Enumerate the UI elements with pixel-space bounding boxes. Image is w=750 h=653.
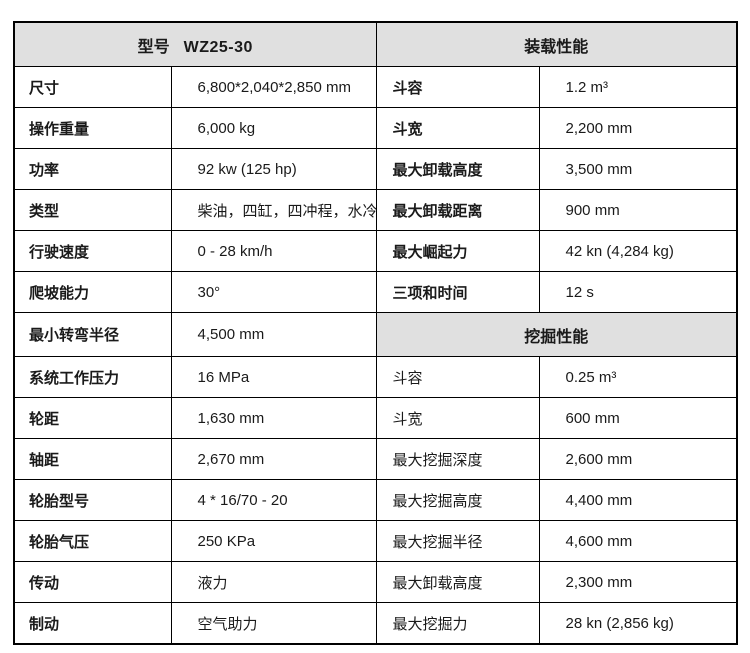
spec-row: 功率 92 kw (125 hp) 最大卸载高度 3,500 mm (13, 148, 738, 190)
spec-row: 轮胎气压 250 KPa 最大挖掘半径 4,600 mm (13, 520, 738, 562)
spec-label: 轴距 (13, 438, 172, 480)
spec-value: 16 MPa (170, 356, 377, 398)
spec-value: 2,670 mm (170, 438, 377, 480)
spec-label: 最大卸载高度 (375, 561, 540, 603)
spec-row: 最小转弯半径 4,500 mm 挖掘性能 (13, 312, 738, 357)
spec-value: 4,400 mm (538, 479, 738, 521)
model-header-cell: 型号 WZ25-30 (13, 21, 377, 67)
spec-row: 行驶速度 0 - 28 km/h 最大崛起力 42 kn (4,284 kg) (13, 230, 738, 272)
model-value: WZ25-30 (183, 38, 253, 56)
spec-label: 最大挖掘高度 (375, 479, 540, 521)
spec-value: 柴油，四缸，四冲程，水冷 (170, 189, 377, 231)
spec-table: 型号 WZ25-30 装载性能 尺寸 6,800*2,040*2,850 mm 斗… (13, 21, 739, 645)
spec-row: 尺寸 6,800*2,040*2,850 mm 斗容 1.2 m³ (13, 66, 738, 108)
spec-label: 系统工作压力 (13, 356, 172, 398)
spec-row: 制动 空气助力 最大挖掘力 28 kn (2,856 kg) (13, 602, 738, 645)
spec-row: 轮距 1,630 mm 斗宽 600 mm (13, 397, 738, 439)
spec-value: 6,800*2,040*2,850 mm (170, 66, 377, 108)
spec-label: 斗宽 (375, 397, 540, 439)
spec-label: 轮胎气压 (13, 520, 172, 562)
spec-row: 爬坡能力 30° 三项和时间 12 s (13, 271, 738, 313)
spec-value: 1,630 mm (170, 397, 377, 439)
spec-label: 最大卸载高度 (375, 148, 540, 190)
spec-value: 4,500 mm (170, 312, 377, 357)
spec-label: 轮胎型号 (13, 479, 172, 521)
spec-label: 行驶速度 (13, 230, 172, 272)
spec-value: 28 kn (2,856 kg) (538, 602, 738, 645)
spec-label: 最大挖掘深度 (375, 438, 540, 480)
spec-value: 2,600 mm (538, 438, 738, 480)
spec-value: 3,500 mm (538, 148, 738, 190)
spec-value: 42 kn (4,284 kg) (538, 230, 738, 272)
spec-label: 最大挖掘力 (375, 602, 540, 645)
spec-value: 2,200 mm (538, 107, 738, 149)
spec-label: 最大崛起力 (375, 230, 540, 272)
spec-label: 斗容 (375, 356, 540, 398)
spec-label: 最大卸载距离 (375, 189, 540, 231)
spec-value: 0.25 m³ (538, 356, 738, 398)
spec-value: 600 mm (538, 397, 738, 439)
spec-value: 1.2 m³ (538, 66, 738, 108)
table-header-row: 型号 WZ25-30 装载性能 (13, 21, 738, 67)
spec-value: 30° (170, 271, 377, 313)
spec-value: 12 s (538, 271, 738, 313)
model-label: 型号 (137, 38, 170, 56)
spec-label: 斗容 (375, 66, 540, 108)
spec-value: 4 * 16/70 - 20 (170, 479, 377, 521)
spec-value: 0 - 28 km/h (170, 230, 377, 272)
spec-value: 900 mm (538, 189, 738, 231)
spec-value: 250 KPa (170, 520, 377, 562)
spec-value: 4,600 mm (538, 520, 738, 562)
spec-label: 轮距 (13, 397, 172, 439)
spec-row: 传动 液力 最大卸载高度 2,300 mm (13, 561, 738, 603)
spec-value: 液力 (170, 561, 377, 603)
spec-row: 轴距 2,670 mm 最大挖掘深度 2,600 mm (13, 438, 738, 480)
spec-row: 轮胎型号 4 * 16/70 - 20 最大挖掘高度 4,400 mm (13, 479, 738, 521)
spec-row: 类型 柴油，四缸，四冲程，水冷 最大卸载距离 900 mm (13, 189, 738, 231)
spec-label: 制动 (13, 602, 172, 645)
spec-label: 传动 (13, 561, 172, 603)
spec-label: 爬坡能力 (13, 271, 172, 313)
spec-label: 类型 (13, 189, 172, 231)
spec-value: 空气助力 (170, 602, 377, 645)
spec-value: 92 kw (125 hp) (170, 148, 377, 190)
digging-section-header: 挖掘性能 (375, 312, 738, 357)
spec-label: 最大挖掘半径 (375, 520, 540, 562)
spec-label: 功率 (13, 148, 172, 190)
spec-label: 最小转弯半径 (13, 312, 172, 357)
spec-value: 2,300 mm (538, 561, 738, 603)
loading-section-header: 装载性能 (375, 21, 738, 67)
spec-label: 操作重量 (13, 107, 172, 149)
spec-label: 尺寸 (13, 66, 172, 108)
spec-row: 操作重量 6,000 kg 斗宽 2,200 mm (13, 107, 738, 149)
spec-label: 斗宽 (375, 107, 540, 149)
spec-row: 系统工作压力 16 MPa 斗容 0.25 m³ (13, 356, 738, 398)
spec-label: 三项和时间 (375, 271, 540, 313)
spec-value: 6,000 kg (170, 107, 377, 149)
